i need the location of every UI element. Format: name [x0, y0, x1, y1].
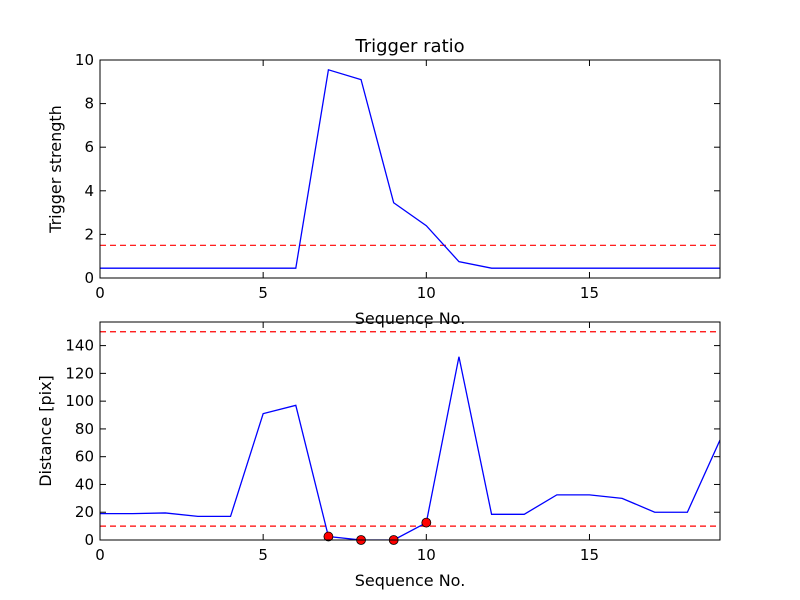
x-axis-label: Sequence No.	[355, 309, 466, 328]
y-tick-label: 2	[84, 225, 94, 243]
plot-area	[100, 331, 720, 540]
y-tick-label: 8	[84, 95, 94, 113]
data-point-marker	[421, 517, 432, 528]
x-tick-label: 10	[417, 284, 436, 302]
y-tick-label: 10	[75, 51, 94, 69]
y-axis-label: Distance [pix]	[36, 375, 55, 487]
y-axis-label: Trigger strength	[46, 105, 65, 234]
y-tick-label: 120	[65, 364, 94, 382]
y-tick-label: 100	[65, 392, 94, 410]
distance-panel: 0 5 10 15 0 20 40 60 80 100 120 140 Sequence No. Dist…	[36, 321, 721, 590]
data-point-marker	[323, 531, 334, 542]
y-tick-label: 0	[84, 531, 94, 549]
x-tick-label: 15	[580, 546, 599, 564]
plot-area	[100, 68, 720, 269]
chart-title: Trigger ratio	[354, 36, 464, 57]
y-tick-label: 4	[84, 182, 94, 200]
y-tick-label: 6	[84, 138, 94, 156]
y-tick-label: 40	[75, 475, 94, 493]
y-tick-label: 20	[75, 503, 94, 521]
axes-frame	[99, 59, 721, 279]
x-tick-label: 5	[258, 546, 268, 564]
axes-frame	[99, 321, 721, 541]
x-tick-label: 10	[417, 546, 436, 564]
series-line	[100, 356, 720, 540]
x-tick-label: 5	[258, 284, 268, 302]
y-tick-label: 60	[75, 448, 94, 466]
y-tick-label: 140	[65, 337, 94, 355]
series-line	[100, 68, 720, 269]
y-tick-label: 80	[75, 420, 94, 438]
trigger-ratio-panel: 0 5 10 15 0 2 4 6 8 10 Trigger ratio Sequence No. Tr…	[46, 36, 721, 328]
x-tick-label: 15	[580, 284, 599, 302]
x-axis-label: Sequence No.	[355, 571, 466, 590]
x-tick-label: 0	[95, 284, 105, 302]
y-tick-label: 0	[84, 269, 94, 287]
x-tick-label: 0	[95, 546, 105, 564]
